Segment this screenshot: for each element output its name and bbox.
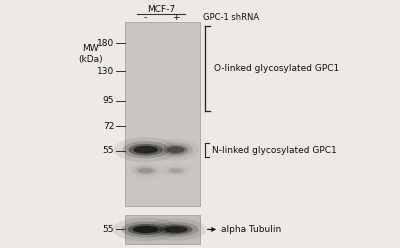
Bar	[124, 215, 200, 244]
Ellipse shape	[128, 224, 164, 235]
Ellipse shape	[159, 142, 193, 157]
Bar	[124, 22, 200, 206]
Text: alpha Tubulin: alpha Tubulin	[221, 225, 281, 234]
Ellipse shape	[170, 168, 182, 173]
Text: +: +	[172, 13, 180, 22]
Text: MW
(kDa): MW (kDa)	[78, 44, 103, 64]
Ellipse shape	[145, 218, 207, 240]
Ellipse shape	[122, 141, 169, 158]
Ellipse shape	[133, 146, 158, 154]
Ellipse shape	[133, 226, 158, 233]
Ellipse shape	[163, 145, 188, 155]
Text: GPC-1 shRNA: GPC-1 shRNA	[203, 13, 259, 22]
Ellipse shape	[159, 224, 192, 235]
Text: O-linked glycosylated GPC1: O-linked glycosylated GPC1	[214, 64, 339, 73]
Ellipse shape	[128, 144, 163, 156]
Ellipse shape	[138, 168, 154, 173]
Ellipse shape	[114, 137, 178, 162]
Ellipse shape	[134, 167, 157, 175]
Ellipse shape	[167, 167, 185, 174]
Text: -: -	[144, 13, 147, 22]
Text: 95: 95	[103, 96, 114, 105]
Text: MCF-7: MCF-7	[147, 5, 175, 14]
Ellipse shape	[153, 222, 198, 237]
Text: 55: 55	[103, 147, 114, 155]
Text: 72: 72	[103, 122, 114, 131]
Ellipse shape	[167, 146, 185, 153]
Text: 55: 55	[103, 225, 114, 234]
Ellipse shape	[112, 218, 179, 241]
Text: N-linked glycosylated GPC1: N-linked glycosylated GPC1	[212, 146, 337, 155]
Ellipse shape	[121, 221, 170, 238]
Text: 130: 130	[97, 67, 114, 76]
Ellipse shape	[164, 226, 188, 233]
Text: 180: 180	[97, 39, 114, 48]
